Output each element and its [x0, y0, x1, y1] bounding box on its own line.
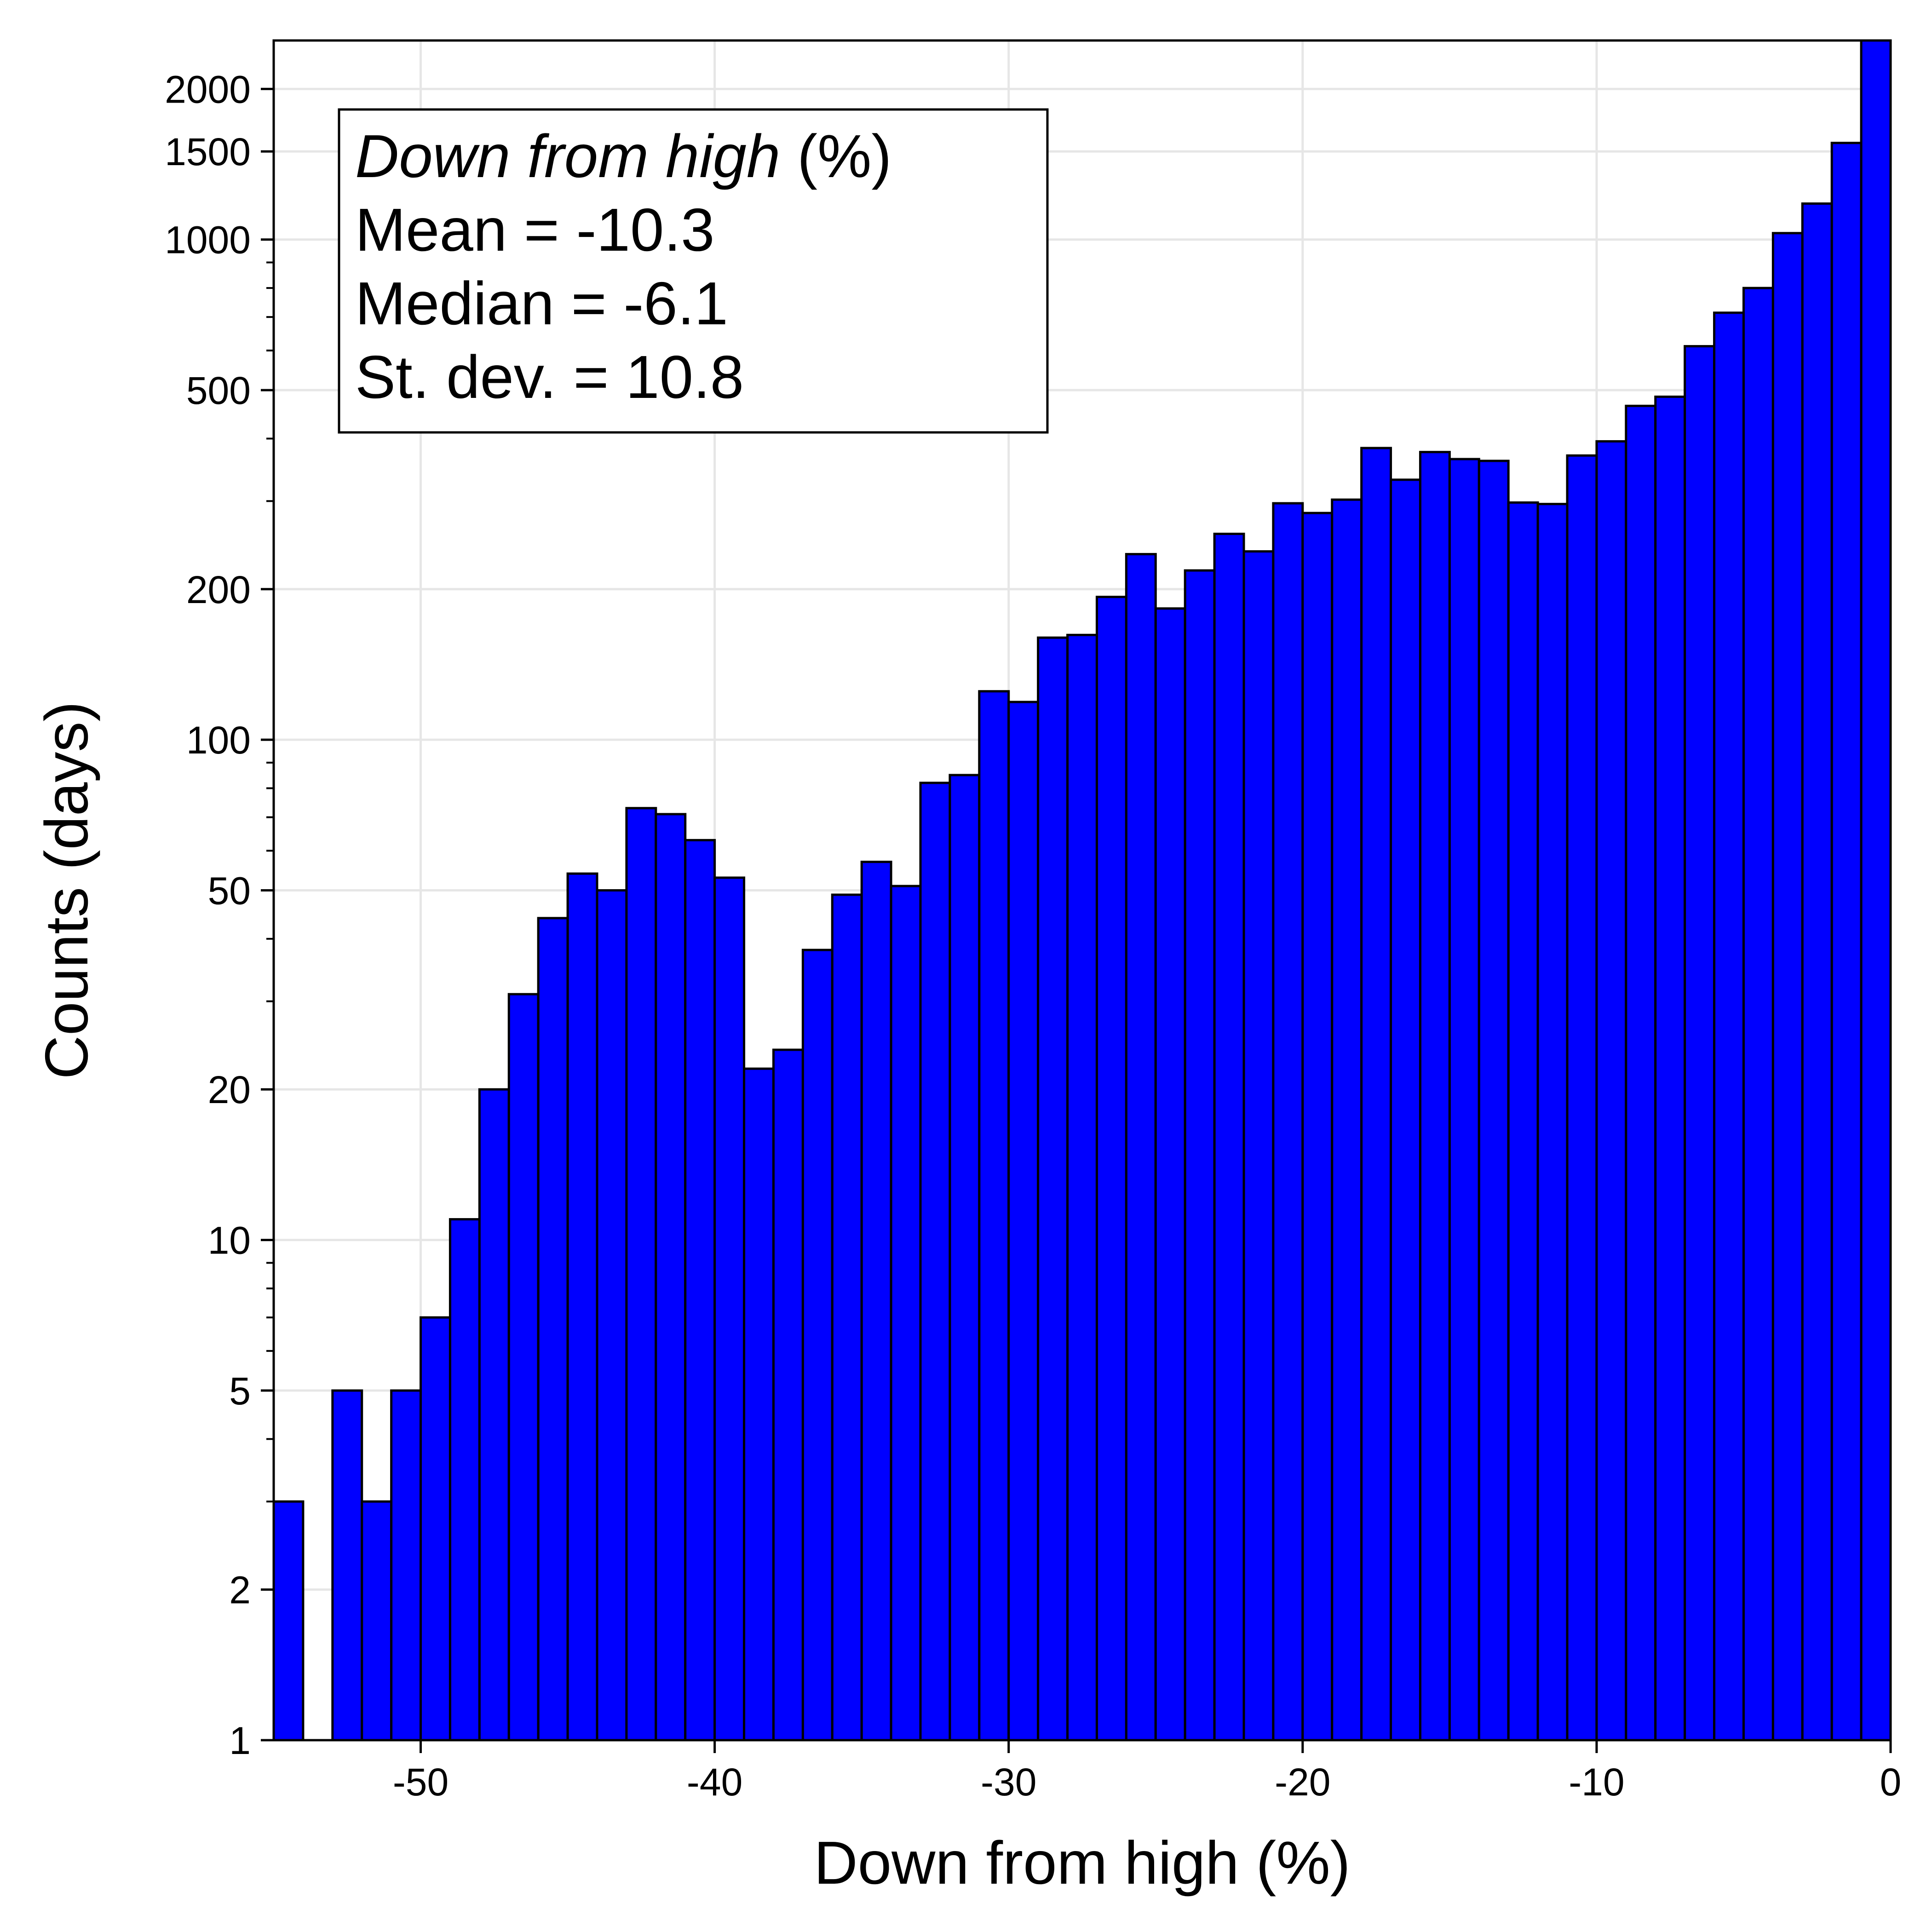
histogram-bar	[1184, 569, 1216, 1742]
histogram-bar	[361, 1500, 393, 1742]
histogram-bar	[1360, 447, 1392, 1742]
y-tick-label: 1500	[165, 130, 251, 173]
y-tick-label: 100	[186, 719, 251, 762]
histogram-bar	[1860, 39, 1892, 1742]
histogram-bar	[1713, 311, 1745, 1742]
histogram-bar	[1830, 142, 1863, 1742]
histogram-bar	[1654, 395, 1686, 1742]
x-tick-label: -50	[393, 1760, 448, 1804]
histogram-bar	[1566, 454, 1598, 1742]
x-tick-label: -40	[687, 1760, 742, 1804]
histogram-bar	[1007, 701, 1040, 1742]
histogram-bar	[1625, 404, 1657, 1742]
y-tick-label: 2	[229, 1569, 251, 1612]
histogram-bar	[272, 1500, 305, 1742]
histogram-bar	[772, 1048, 804, 1742]
histogram-bar	[1771, 232, 1804, 1742]
histogram-bar	[1242, 550, 1275, 1742]
histogram-bar	[1448, 458, 1480, 1742]
histogram-bar	[537, 917, 569, 1742]
stats-title-italic: Down from high	[355, 122, 780, 190]
histogram-bar	[390, 1389, 422, 1742]
histogram-bar	[448, 1218, 481, 1742]
histogram-bar	[1801, 202, 1833, 1742]
stats-stdev: St. dev. = 10.8	[355, 343, 744, 411]
axis-ticks	[261, 87, 1892, 1753]
histogram-bar	[1742, 287, 1774, 1742]
y-axis-title: Counts (days)	[33, 702, 100, 1080]
histogram-bar	[860, 861, 892, 1742]
histogram-bar	[1478, 460, 1510, 1742]
histogram-bar	[596, 889, 628, 1742]
histogram-bar	[1419, 451, 1451, 1742]
stats-annotation-box: Down from high (%) Mean = -10.3 Median =…	[338, 108, 1049, 434]
x-axis-title: Down from high (%)	[814, 1829, 1350, 1897]
histogram-bar	[919, 782, 951, 1742]
histogram-bar	[1095, 596, 1127, 1742]
histogram-bar	[978, 690, 1010, 1742]
histogram-bar	[1154, 607, 1186, 1742]
stats-mean: Mean = -10.3	[355, 196, 715, 264]
histogram-bar	[743, 1067, 775, 1742]
stats-median: Median = -6.1	[355, 270, 728, 337]
histogram-bar	[1301, 512, 1334, 1742]
stats-box-frame	[338, 108, 1049, 434]
histogram-bar	[1125, 553, 1157, 1742]
histogram-bar	[655, 813, 687, 1742]
histogram-bar	[713, 876, 746, 1742]
y-tick-label: 50	[208, 869, 251, 913]
y-tick-label: 2000	[165, 68, 251, 111]
histogram-bar	[1331, 498, 1363, 1742]
x-tick-label: -20	[1275, 1760, 1330, 1804]
histogram-bar	[1390, 478, 1421, 1742]
histogram-bar	[1507, 501, 1539, 1742]
histogram-bar	[1272, 502, 1304, 1742]
x-tick-label: 0	[1880, 1760, 1902, 1804]
y-tick-label: 10	[208, 1219, 251, 1262]
x-tick-label: -10	[1569, 1760, 1624, 1804]
x-tick-label: -30	[981, 1760, 1036, 1804]
y-tick-labels: 1 2 5 10 20 50 100 200 500 1000 1500 2000	[165, 68, 251, 1762]
histogram-bar	[1066, 633, 1098, 1742]
histogram-bar	[949, 774, 981, 1742]
y-tick-label: 1000	[165, 218, 251, 262]
stats-title: Down from high (%)	[355, 122, 891, 190]
y-tick-label: 200	[186, 568, 251, 611]
histogram-bar	[566, 872, 598, 1742]
histogram-bar	[625, 807, 657, 1742]
y-tick-label: 1	[229, 1719, 251, 1762]
histogram-bar	[1037, 636, 1069, 1742]
y-tick-label: 500	[186, 369, 251, 412]
histogram-bar	[1213, 533, 1245, 1742]
histogram-bar	[331, 1389, 363, 1742]
histogram-bar	[1684, 345, 1716, 1742]
bars	[272, 39, 1892, 1742]
histogram-bar	[684, 839, 716, 1742]
stats-title-suffix: (%)	[797, 122, 891, 190]
histogram-bar	[1536, 503, 1569, 1742]
histogram-bar	[478, 1088, 510, 1742]
histogram-bar	[420, 1316, 451, 1742]
histogram-bar	[801, 949, 834, 1742]
x-tick-labels: -50 -40 -30 -20 -10 0	[393, 1760, 1902, 1804]
histogram-bar	[1595, 440, 1627, 1742]
histogram-bar	[831, 893, 863, 1742]
y-tick-label: 5	[229, 1369, 251, 1413]
y-tick-label: 20	[208, 1068, 251, 1111]
histogram-bar	[507, 993, 540, 1742]
histogram-bar	[890, 885, 922, 1742]
